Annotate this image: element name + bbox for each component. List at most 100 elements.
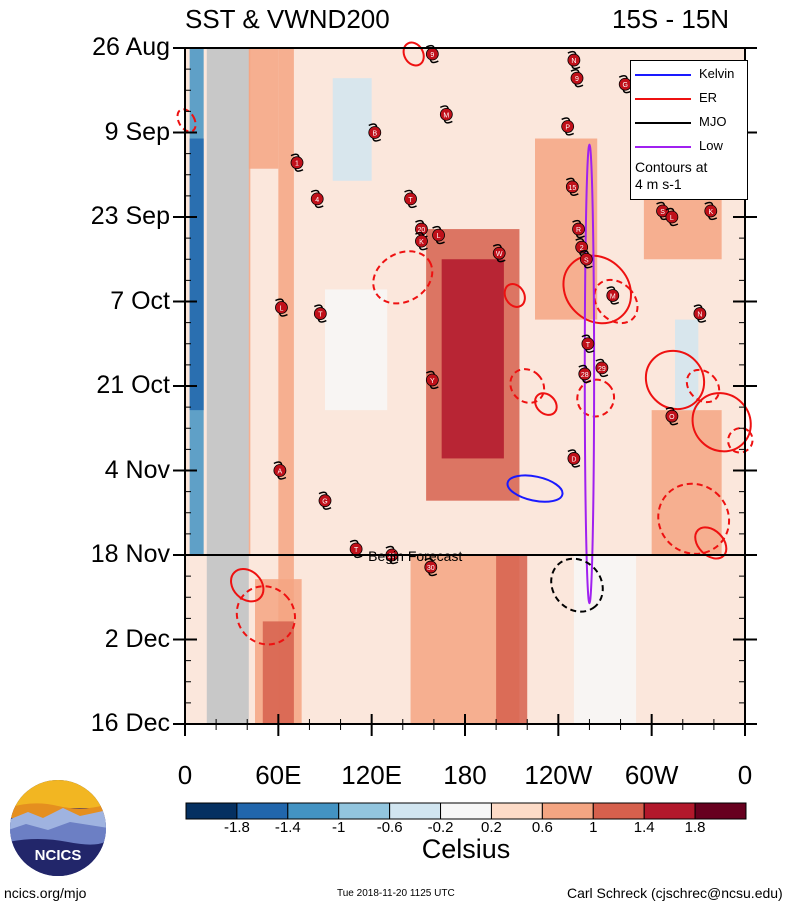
legend-item: ER — [631, 89, 747, 107]
storm-marker-label: 29 — [598, 366, 606, 373]
er-contour — [691, 392, 752, 453]
x-tick-label: 60E — [255, 760, 302, 790]
anomaly-cell — [573, 555, 637, 724]
colorbar-swatch — [185, 802, 238, 820]
legend-swatch — [635, 122, 691, 124]
colorbar-tick-label: 1.8 — [684, 819, 706, 836]
colorbar-tick-label: -1 — [332, 819, 346, 836]
storm-marker-label: N — [571, 58, 576, 65]
storm-marker: G — [318, 491, 332, 510]
legend-label: ER — [699, 90, 718, 105]
storm-marker-label: S — [660, 209, 665, 216]
storm-marker-label: M — [443, 112, 449, 119]
colorbar-swatch — [643, 802, 696, 820]
storm-marker-label: M — [610, 293, 616, 300]
colorbar-swatch — [338, 802, 391, 820]
legend-swatch — [635, 98, 691, 100]
storm-marker-label: 28 — [581, 372, 589, 379]
wind-contours — [176, 41, 754, 646]
er-contour — [727, 427, 754, 454]
storm-marker-label: G — [322, 499, 327, 506]
colorbar-tick-label: 1.4 — [633, 819, 655, 836]
storm-marker-label: 30 — [427, 565, 435, 572]
legend-swatch — [635, 74, 691, 76]
storm-marker: A — [273, 461, 287, 480]
colorbar-swatch — [236, 802, 289, 820]
x-tick-label: 0 — [737, 760, 753, 790]
anomaly-cell — [247, 48, 279, 169]
storm-marker: R — [572, 219, 585, 239]
ncics-logo: NCICS — [10, 780, 106, 876]
legend-note-line1: Contours at — [635, 159, 708, 175]
storm-marker-label: 9 — [575, 76, 579, 83]
anomaly-cell — [496, 555, 528, 724]
storm-marker: G — [618, 75, 632, 94]
legend-label: Low — [699, 138, 723, 153]
storm-marker: T — [404, 189, 417, 209]
storm-marker: W — [492, 244, 506, 263]
storm-marker: O — [665, 406, 679, 426]
er-contour — [230, 567, 265, 603]
legend-note-line2: 4 m s-1 — [635, 176, 682, 192]
storm-marker-label: Y — [430, 378, 435, 385]
y-tick-label: 9 Sep — [104, 117, 170, 146]
storm-marker-label: P — [565, 124, 570, 131]
storm-marker: L — [665, 207, 679, 227]
colorbar-title: Celsius — [421, 834, 511, 864]
y-tick-label: 4 Nov — [104, 455, 170, 484]
er-contour — [562, 254, 632, 325]
er-contour — [644, 349, 706, 411]
anomaly-cell — [675, 319, 699, 411]
y-tick-label: 7 Oct — [110, 286, 170, 315]
colorbar-swatch — [541, 802, 594, 820]
storm-marker: K — [415, 231, 428, 251]
storm-marker: S — [656, 201, 669, 221]
colorbar-tick-label: -0.6 — [376, 819, 403, 836]
storm-marker: 28 — [578, 364, 592, 384]
x-tick-label: 180 — [443, 760, 487, 790]
storm-marker: 4 — [310, 189, 324, 209]
y-tick-label: 21 Oct — [96, 371, 170, 399]
er-contour — [509, 368, 546, 404]
y-tick-label: 18 Nov — [90, 540, 170, 568]
er-contour — [402, 41, 425, 67]
storm-marker: 15 — [565, 177, 579, 197]
y-tick-label: 26 Aug — [92, 33, 170, 61]
colorbar-swatch — [440, 802, 492, 820]
anomaly-cell — [332, 78, 372, 181]
legend-label: Kelvin — [699, 66, 735, 81]
storm-marker: 9 — [570, 68, 584, 88]
storm-marker: N — [567, 50, 581, 70]
storm-marker-label: 20 — [418, 227, 426, 234]
storm-marker: 30 — [424, 557, 438, 577]
logo-text: NCICS — [35, 847, 82, 864]
region-label: 15S - 15N — [612, 4, 730, 34]
storm-marker-label: 4 — [315, 197, 319, 204]
er-contour — [372, 250, 434, 305]
storm-marker: K — [704, 201, 718, 221]
footer-website: ncics.org/mjo — [4, 885, 87, 901]
storm-marker: 29 — [595, 358, 609, 378]
storm-marker: 1 — [290, 153, 304, 172]
storm-marker-label: B — [372, 131, 377, 138]
colorbar-tick-label: -1.8 — [223, 819, 250, 836]
colorbar-tick-label: 0.2 — [481, 819, 502, 836]
legend-item: MJO — [631, 113, 747, 131]
storm-marker: L — [432, 225, 445, 245]
x-tick-label: 120W — [524, 760, 593, 790]
storm-marker: S — [579, 250, 593, 269]
colorbar-swatch — [490, 802, 543, 820]
storm-marker-label: K — [708, 209, 713, 216]
storm-marker: M — [606, 286, 620, 305]
legend: Kelvin ER MJO Low Contours at 4 m s-1 — [630, 60, 748, 200]
chart-title: SST & VWND200 — [185, 4, 390, 34]
storm-marker: L — [275, 298, 288, 317]
storm-marker: P — [561, 117, 575, 136]
storm-marker: M — [439, 105, 453, 124]
er-contour — [534, 392, 558, 416]
storm-marker: Y — [425, 370, 439, 390]
storm-marker-label: N — [697, 312, 702, 319]
legend-item: Kelvin — [631, 65, 747, 83]
